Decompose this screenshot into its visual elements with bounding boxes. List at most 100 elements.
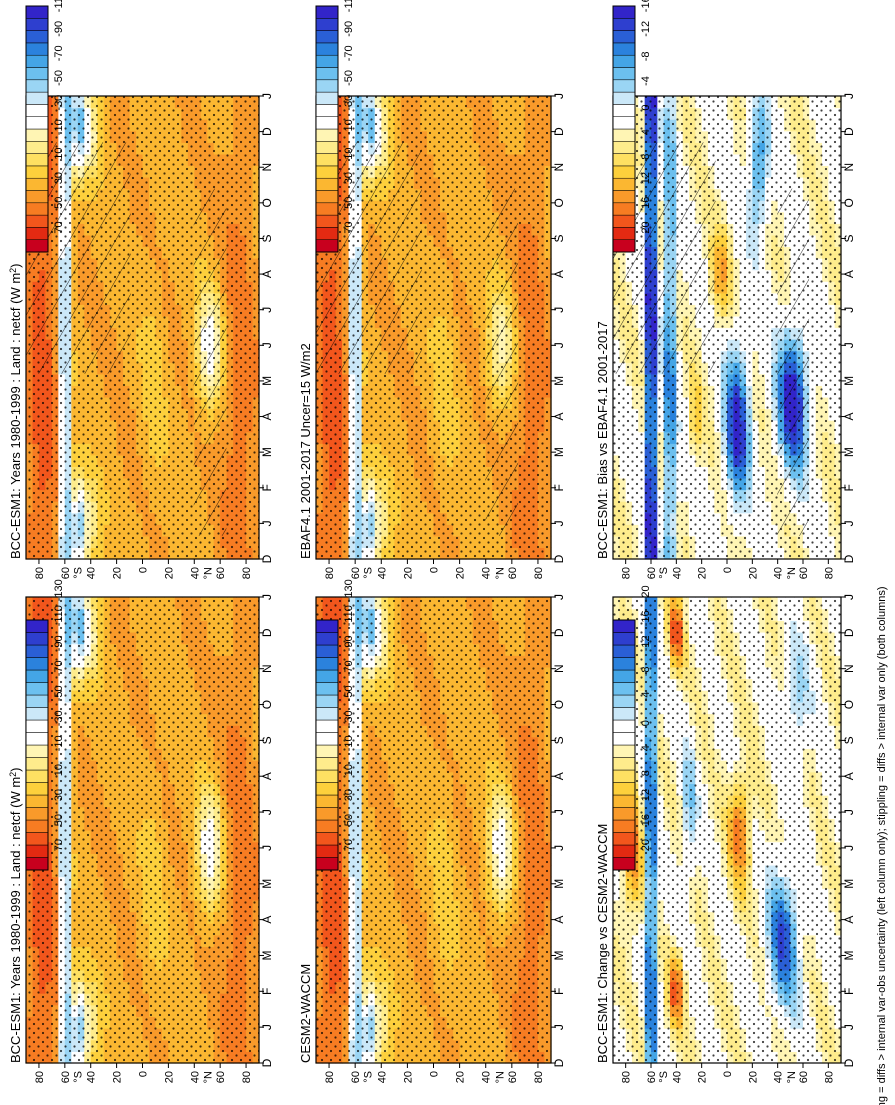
month-tick-label: A <box>842 413 856 421</box>
month-tick-label: O <box>842 198 856 207</box>
hatching-layer <box>316 142 519 536</box>
month-tick-label: O <box>552 198 566 207</box>
panel-title-text: EBAF4.1 2001-2017 Uncer=15 W/m2 <box>298 343 313 559</box>
month-tick-label: J <box>552 520 566 526</box>
month-tick-label: M <box>842 447 856 457</box>
lat-tick-label: 0 <box>722 567 734 573</box>
month-tick-label: A <box>260 413 274 421</box>
month-axis: D J F M A M J J A S O N D J <box>551 93 566 563</box>
lat-axis: 80 60 40 20 0 20 40 60 80 °N °S <box>34 559 253 579</box>
lat-tick-label: 60 <box>350 567 362 579</box>
month-tick-label: J <box>260 342 274 348</box>
month-tick-label: M <box>842 376 856 386</box>
month-tick-label: N <box>552 163 566 172</box>
month-tick-label: A <box>552 413 566 421</box>
month-tick-label: S <box>260 234 274 242</box>
month-tick-label: A <box>842 270 856 278</box>
month-tick-label: F <box>842 484 856 491</box>
month-tick-label: F <box>260 484 274 491</box>
lat-tick-label: 40 <box>86 567 98 579</box>
month-tick-label: D <box>260 554 274 563</box>
month-tick-label: A <box>552 270 566 278</box>
month-tick-label: S <box>552 234 566 242</box>
lat-tick-label: 80 <box>823 567 835 579</box>
month-tick-label: J <box>842 307 856 313</box>
month-tick-label: J <box>842 93 856 99</box>
month-tick-label: J <box>260 93 274 99</box>
unit-suffix: ) <box>8 263 23 267</box>
panel-title-text: BCC-ESM1: Bias vs EBAF4.1 2001-2017 <box>595 321 610 559</box>
lat-tick-label: 20 <box>402 567 414 579</box>
panel-title: EBAF4.1 2001-2017 Uncer=15 W/m2 <box>298 343 313 559</box>
lat-hemi-south: °S <box>658 567 670 579</box>
month-tick-label: M <box>552 447 566 457</box>
month-tick-label: M <box>260 376 274 386</box>
lat-axis: 80 60 40 20 0 20 40 60 80 °N °S <box>324 559 545 579</box>
panel-lt: 80 60 40 20 0 20 40 60 80 °N °S D J F M A M J J A S O N D J BCC-E… <box>8 93 274 579</box>
lat-tick-label: 40 <box>671 567 683 579</box>
hatching <box>777 188 810 536</box>
lat-tick-label: 60 <box>215 567 227 579</box>
lat-tick-label: 20 <box>163 567 175 579</box>
lat-tick-label: 40 <box>773 567 785 579</box>
month-tick-label: J <box>842 342 856 348</box>
lat-tick-label: 60 <box>798 567 810 579</box>
lat-tick-label: 80 <box>621 567 633 579</box>
hatching <box>485 188 519 536</box>
lat-tick-label: 40 <box>376 567 388 579</box>
month-tick-label: J <box>842 520 856 526</box>
lat-tick-label: 80 <box>241 567 253 579</box>
month-tick-label: D <box>842 127 856 136</box>
month-tick-label: M <box>260 447 274 457</box>
lat-tick-label: 80 <box>324 567 336 579</box>
lat-tick-label: 40 <box>481 567 493 579</box>
panel-title: BCC-ESM1: Years 1980-1999 : Land : netcf… <box>8 263 23 559</box>
month-tick-label: S <box>842 234 856 242</box>
lat-tick-label: 40 <box>189 567 201 579</box>
month-tick-label: M <box>552 376 566 386</box>
hatching <box>193 188 227 536</box>
month-tick-label: J <box>552 342 566 348</box>
lat-hemi-north: °N <box>786 567 798 579</box>
lat-tick-label: 0 <box>138 567 150 573</box>
month-tick-label: F <box>552 484 566 491</box>
month-tick-label: N <box>260 163 274 172</box>
hatching-layer <box>613 142 810 536</box>
lat-tick-label: 60 <box>507 567 519 579</box>
panel-title-text: BCC-ESM1: Years 1980-1999 : Land : netcf <box>8 304 23 559</box>
month-tick-label: J <box>260 520 274 526</box>
lat-hemi-south: °S <box>72 567 84 579</box>
month-tick-label: O <box>260 198 274 207</box>
lat-tick-label: 20 <box>112 567 124 579</box>
lat-hemi-north: °N <box>203 567 215 579</box>
lat-hemi-south: °S <box>363 567 375 579</box>
month-tick-label: A <box>260 270 274 278</box>
lat-tick-label: 80 <box>533 567 545 579</box>
month-tick-label: N <box>842 163 856 172</box>
lat-tick-label: 20 <box>697 567 709 579</box>
month-tick-label: D <box>552 127 566 136</box>
lat-tick-label: 20 <box>747 567 759 579</box>
panels-layer: 80 60 40 20 0 20 40 60 80°N°SDJFMAMJJASONDJBCC-E… <box>8 93 856 1083</box>
month-tick-label: D <box>552 554 566 563</box>
panel-lb: 80 60 40 20 0 20 40 60 80 °N °S D J F M A M J J A S O N D J BCC-E… <box>595 93 856 579</box>
month-tick-label: D <box>260 127 274 136</box>
lat-tick-label: 80 <box>34 567 46 579</box>
month-tick-label: J <box>552 93 566 99</box>
month-axis: D J F M A M J J A S O N D J <box>841 93 856 563</box>
month-tick-label: D <box>842 554 856 563</box>
unit-exp: 2 <box>8 268 18 273</box>
lat-axis: 80 60 40 20 0 20 40 60 80 °N °S <box>621 559 835 579</box>
panel-lm: 80 60 40 20 0 20 40 60 80 °N °S D J F M A M J J A S O N D J EBAF4… <box>298 93 566 579</box>
lat-hemi-north: °N <box>494 567 506 579</box>
lat-tick-label: 60 <box>646 567 658 579</box>
month-axis: D J F M A M J J A S O N D J <box>259 93 274 563</box>
panel-rt: 80 60 40 20 0 20 40 60 80°N°SDJFMAMJJASONDJBCC-E… <box>8 594 274 1083</box>
panel-title: BCC-ESM1: Bias vs EBAF4.1 2001-2017 <box>595 321 610 559</box>
month-tick-label: J <box>552 307 566 313</box>
lat-tick-label: 60 <box>60 567 72 579</box>
lat-tick-label: 0 <box>429 567 441 573</box>
lat-tick-label: 20 <box>455 567 467 579</box>
unit-prefix: (W m <box>8 273 23 304</box>
month-tick-label: J <box>260 307 274 313</box>
